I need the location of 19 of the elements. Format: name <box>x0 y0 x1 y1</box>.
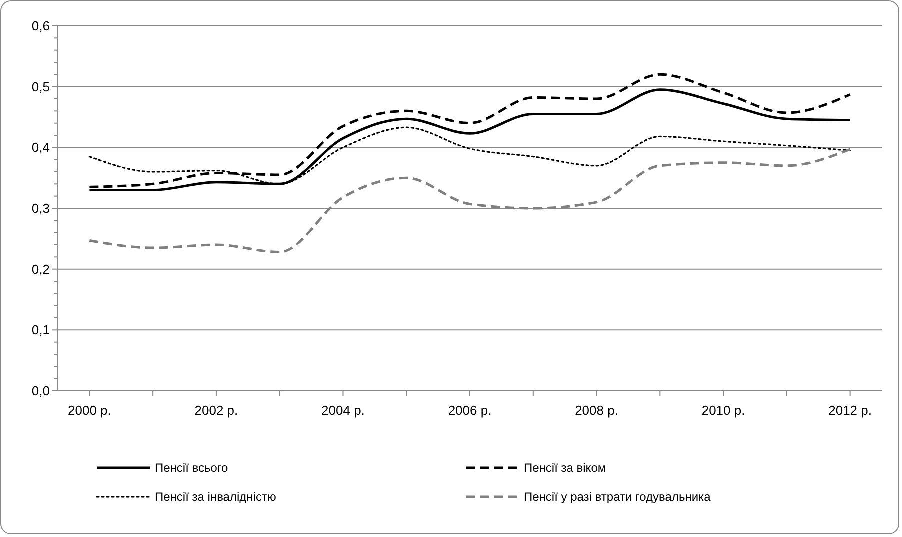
legend-label: Пенсії за віком <box>524 461 606 476</box>
x-tick-label: 2000 р. <box>68 403 112 418</box>
y-tick-label: 0,3 <box>32 201 50 216</box>
y-tick-label: 0,1 <box>32 322 50 338</box>
legend-label: Пенсії у разі втрати годувальника <box>524 490 712 504</box>
x-tick-label: 2010 р. <box>702 403 746 418</box>
x-tick-label: 2002 р. <box>194 403 238 418</box>
x-tick-label: 2012 р. <box>828 403 872 418</box>
y-tick-label: 0,4 <box>32 140 50 156</box>
y-tick-label: 0,0 <box>32 384 50 399</box>
line-series <box>88 73 852 188</box>
y-tick-label: 0,5 <box>32 79 50 94</box>
x-tick-label: 2008 р. <box>575 403 618 418</box>
legend-label: Пенсії всього <box>155 461 229 476</box>
x-tick-label: 2006 р. <box>448 403 492 418</box>
legend-label: Пенсії за інвалідністю <box>155 490 276 504</box>
y-tick-label: 0,2 <box>32 262 50 277</box>
y-tick-label: 0,6 <box>32 18 50 34</box>
x-tick-label: 2004 р. <box>322 403 365 418</box>
